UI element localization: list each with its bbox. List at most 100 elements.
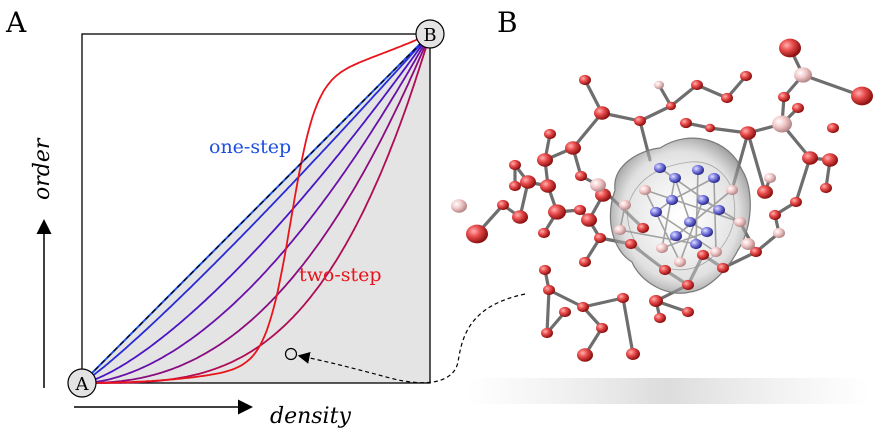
two-step-label: two-step — [299, 264, 382, 286]
atom — [669, 172, 681, 184]
atom — [790, 196, 802, 208]
panel-b-label: B — [497, 6, 518, 39]
atom — [537, 153, 553, 167]
atom — [579, 74, 591, 86]
atom — [682, 279, 694, 291]
atom — [713, 204, 725, 216]
atom — [634, 115, 646, 127]
atom — [577, 301, 589, 313]
atom — [654, 80, 664, 90]
bond — [581, 296, 625, 309]
zoom-connector-arrow — [297, 293, 526, 384]
atom — [544, 128, 556, 140]
atom — [575, 170, 587, 182]
cluster-surface-contour — [627, 161, 736, 271]
atom — [851, 86, 873, 106]
atom — [717, 262, 729, 274]
plot-frame — [81, 33, 431, 384]
atom — [565, 141, 581, 155]
atom — [596, 322, 608, 334]
atom — [639, 184, 651, 196]
atom — [670, 230, 682, 242]
atom — [509, 180, 521, 192]
atom — [626, 348, 640, 360]
atom — [734, 216, 746, 228]
atom — [740, 126, 756, 140]
atom — [579, 256, 591, 268]
atom — [778, 91, 790, 103]
bond — [545, 288, 551, 335]
panel-b: B — [451, 6, 873, 404]
atom — [666, 194, 678, 206]
atom — [466, 224, 488, 244]
atom — [654, 312, 666, 324]
atom — [541, 327, 553, 339]
node-b-label: B — [423, 25, 436, 46]
atom — [659, 264, 671, 276]
intermediate-curve — [82, 33, 431, 384]
atom — [692, 164, 704, 176]
bond — [547, 288, 585, 309]
two-step-curve — [82, 33, 431, 384]
intermediate-curve — [81, 33, 431, 384]
atom — [497, 199, 509, 211]
atom — [666, 101, 676, 111]
node-a: A — [67, 368, 97, 398]
atom — [543, 284, 555, 296]
atom — [773, 227, 785, 239]
atom — [822, 153, 838, 167]
atom — [691, 79, 703, 91]
atom — [820, 182, 832, 194]
atom — [614, 224, 626, 236]
atom — [619, 199, 631, 211]
intermediate-curve — [82, 33, 431, 384]
panel-a: A one-step two-step A B order density — [5, 6, 526, 429]
atom — [674, 256, 686, 268]
atom — [540, 179, 556, 193]
bond — [746, 131, 767, 194]
floor-shadow — [465, 378, 870, 404]
atom — [750, 246, 762, 258]
atom — [559, 306, 571, 318]
atom — [581, 213, 597, 227]
atom — [617, 292, 629, 304]
atom — [577, 348, 593, 362]
molecular-cluster-icon — [451, 38, 873, 362]
atom — [721, 92, 733, 104]
atom — [769, 209, 781, 221]
bond — [794, 156, 812, 204]
atom — [682, 306, 694, 318]
atom — [779, 38, 801, 58]
atom — [701, 226, 713, 238]
atom — [708, 172, 720, 184]
atom — [764, 172, 776, 184]
atom — [594, 106, 610, 120]
atom — [726, 184, 738, 196]
density-axis-label: density — [270, 404, 351, 429]
atom — [451, 199, 467, 213]
atom — [741, 238, 755, 250]
atom — [512, 210, 528, 224]
atom — [697, 249, 709, 261]
bond — [571, 111, 604, 150]
atom — [697, 194, 709, 206]
atom — [574, 204, 586, 216]
atom — [509, 159, 521, 171]
atom — [539, 264, 551, 276]
atom — [794, 67, 812, 83]
atom — [590, 178, 606, 192]
atom — [654, 162, 666, 174]
atom — [740, 70, 752, 82]
one-step-label: one-step — [209, 136, 291, 158]
panel-a-label: A — [5, 6, 27, 39]
atom — [649, 295, 663, 307]
atom — [684, 216, 696, 228]
atom — [757, 185, 773, 199]
order-axis-label: order — [30, 137, 55, 200]
atom — [680, 117, 692, 129]
atom — [802, 151, 818, 165]
atom — [637, 222, 649, 234]
diagonal-reference-line — [81, 33, 431, 384]
node-b: B — [415, 19, 445, 49]
